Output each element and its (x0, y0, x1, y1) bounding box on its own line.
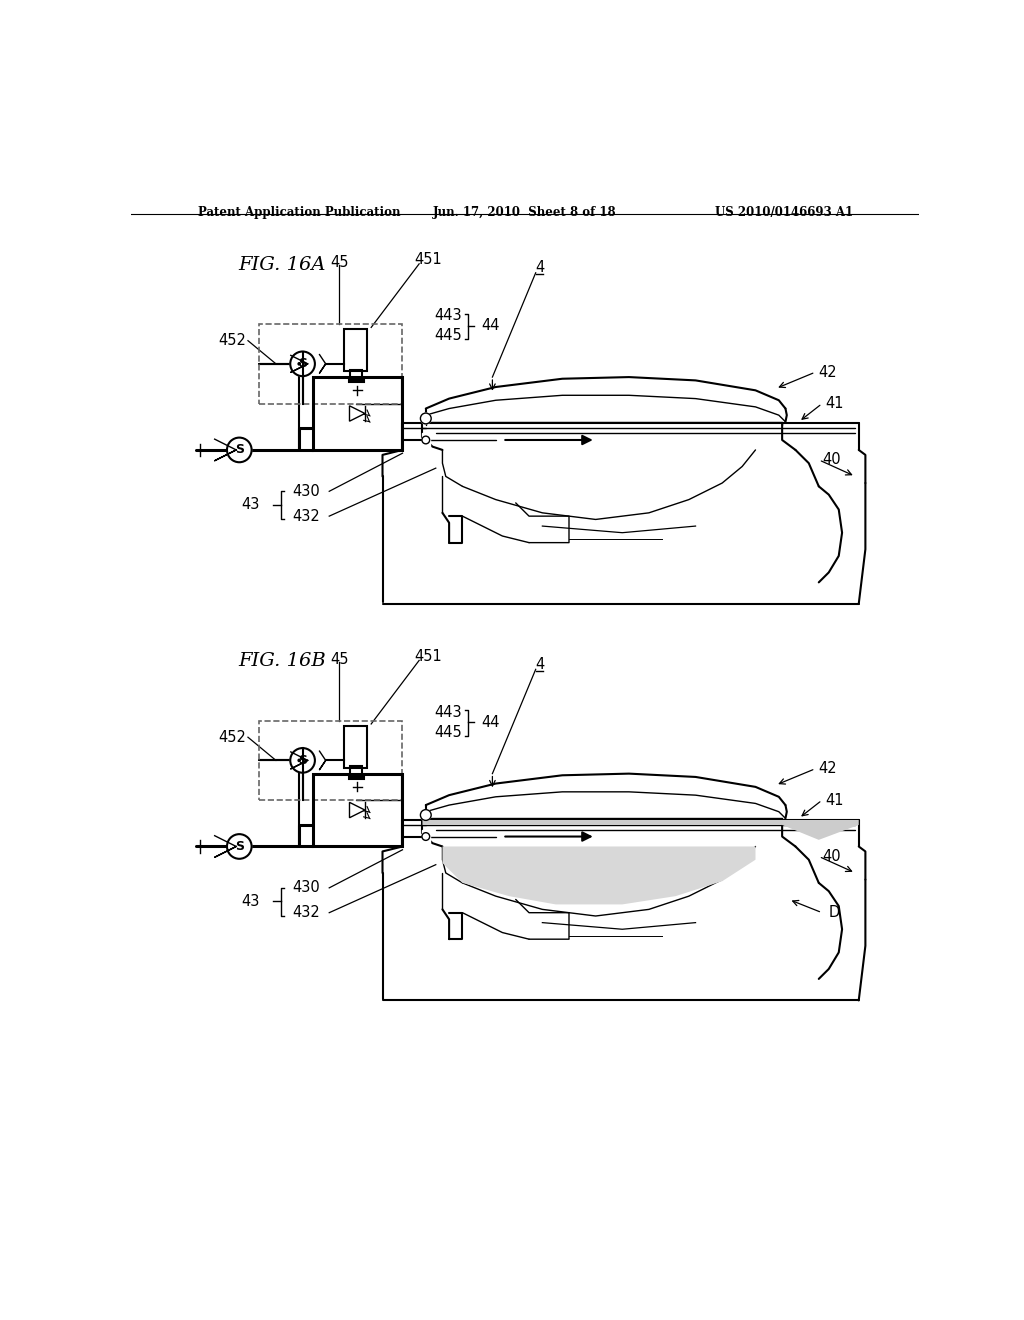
Text: 41: 41 (825, 396, 844, 411)
Text: 443: 443 (435, 309, 463, 323)
Text: S: S (234, 840, 244, 853)
Text: 41: 41 (825, 792, 844, 808)
Circle shape (421, 809, 431, 821)
Circle shape (290, 351, 315, 376)
Text: 430: 430 (293, 880, 321, 895)
Text: 451: 451 (415, 648, 442, 664)
Text: FIG. 16A: FIG. 16A (239, 256, 326, 275)
Text: 452: 452 (219, 333, 247, 348)
Polygon shape (423, 820, 859, 840)
Bar (349, 379, 364, 383)
Text: D: D (828, 906, 840, 920)
Bar (350, 370, 362, 380)
Text: 42: 42 (819, 364, 838, 380)
Text: 4: 4 (536, 657, 545, 672)
Text: 443: 443 (435, 705, 463, 719)
Text: S: S (298, 754, 307, 767)
Text: 45: 45 (330, 255, 348, 271)
Text: Jun. 17, 2010  Sheet 8 of 18: Jun. 17, 2010 Sheet 8 of 18 (433, 206, 616, 219)
Bar (350, 767, 362, 777)
Bar (344, 726, 368, 768)
Bar (422, 433, 430, 446)
Bar (312, 774, 402, 846)
Text: 4: 4 (536, 260, 545, 276)
Text: US 2010/0146693 A1: US 2010/0146693 A1 (715, 206, 853, 219)
Text: Patent Application Publication: Patent Application Publication (199, 206, 400, 219)
Bar (259, 325, 402, 404)
Bar (422, 830, 430, 843)
Circle shape (298, 363, 300, 366)
Text: 44: 44 (481, 318, 500, 333)
Polygon shape (442, 846, 756, 904)
Circle shape (421, 413, 431, 424)
Text: 44: 44 (481, 715, 500, 730)
Text: 40: 40 (822, 453, 841, 467)
Text: 43: 43 (241, 498, 259, 512)
Text: 42: 42 (819, 762, 838, 776)
Circle shape (227, 438, 252, 462)
Text: 40: 40 (822, 849, 841, 863)
Text: 43: 43 (241, 894, 259, 908)
Bar (259, 721, 402, 800)
Text: 432: 432 (293, 508, 321, 524)
Circle shape (227, 834, 252, 859)
Text: S: S (298, 358, 307, 371)
Bar (312, 378, 402, 450)
Text: 451: 451 (415, 252, 442, 267)
Text: S: S (234, 444, 244, 457)
Circle shape (290, 748, 315, 772)
Text: 445: 445 (434, 725, 463, 739)
Circle shape (298, 759, 300, 762)
Text: 445: 445 (434, 329, 463, 343)
Text: FIG. 16B: FIG. 16B (239, 652, 326, 671)
Text: 430: 430 (293, 484, 321, 499)
Bar (349, 776, 364, 779)
Text: 45: 45 (330, 652, 348, 667)
Bar (344, 329, 368, 371)
Text: 432: 432 (293, 906, 321, 920)
Text: 452: 452 (219, 730, 247, 744)
